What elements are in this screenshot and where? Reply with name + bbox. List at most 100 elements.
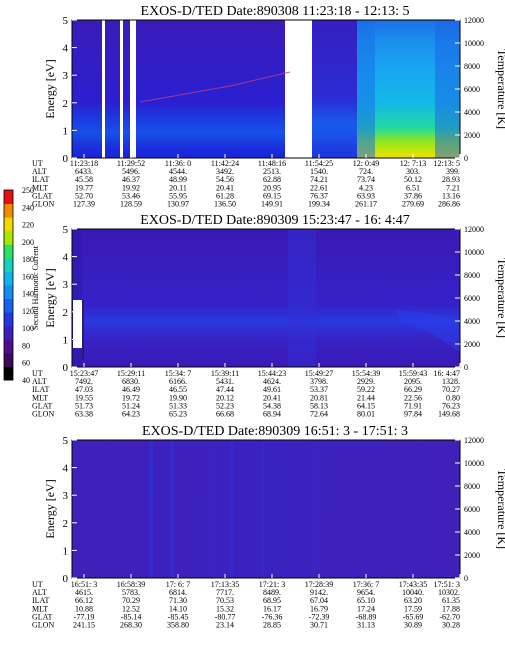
table-cell: -80.77 — [215, 612, 236, 621]
table-cell: 52.23 — [216, 401, 234, 410]
table-cell: 17:36: 7 — [353, 580, 379, 589]
table-cell: 47.44 — [216, 385, 234, 394]
table-row-label: UT — [32, 159, 43, 168]
table-cell: 20.41 — [216, 183, 234, 192]
table-row-label: ILAT — [32, 175, 49, 184]
table-cell: 16.79 — [310, 604, 328, 613]
table-cell: 63.93 — [357, 191, 375, 200]
table-cell: 136.50 — [214, 200, 236, 209]
table-cell: 4615. — [75, 588, 93, 597]
table-cell: 80.01 — [357, 410, 375, 419]
table-cell: -85.14 — [121, 612, 142, 621]
table-cell: 15.32 — [216, 604, 234, 613]
table-cell: 30.28 — [442, 621, 460, 630]
table-cell: 7492. — [75, 377, 93, 386]
colorbar-swatch — [4, 203, 13, 218]
table-cell: 6814. — [169, 588, 187, 597]
colorbar-swatch — [4, 271, 13, 286]
table-cell: 17:51: 3 — [434, 580, 460, 589]
table-cell: 97.84 — [404, 410, 422, 419]
table-cell: 1540. — [310, 167, 328, 176]
y-tick-label: 0 — [63, 153, 69, 165]
y-tick-label: 5 — [63, 435, 69, 447]
table-cell: 19.55 — [75, 393, 93, 402]
table-cell: 10040. — [402, 588, 424, 597]
colorbar-tick-label: 160 — [22, 272, 34, 281]
table-cell: 286.86 — [438, 200, 460, 209]
table-row-label: ILAT — [32, 385, 49, 394]
y2-tick-label: 2000 — [464, 551, 480, 560]
y-tick-label: 3 — [63, 490, 69, 502]
table-cell: 279.69 — [402, 200, 424, 209]
table-cell: 46.55 — [169, 385, 187, 394]
table-cell: 63.38 — [75, 410, 93, 419]
table-cell: 4.23 — [359, 183, 373, 192]
y-tick-label: 0 — [63, 573, 69, 585]
table-cell: 66.12 — [75, 596, 93, 605]
y2-tick-label: 6000 — [464, 85, 480, 94]
table-cell: 12:13: 5 — [434, 159, 460, 168]
colorbar-tick-label: 250 — [22, 186, 34, 195]
panel-2: EXOS-D/TED Date:890309 15:23:47 - 16: 4:… — [32, 213, 505, 419]
table-cell: 54.56 — [216, 175, 234, 184]
table-cell: 20.95 — [263, 183, 281, 192]
table-row-label: GLON — [32, 200, 54, 209]
table-cell: 16: 4:47 — [434, 369, 460, 378]
table-cell: 9142. — [310, 588, 328, 597]
table-cell: 358.80 — [167, 621, 189, 630]
table-row-label: MLT — [32, 183, 48, 192]
y-tick-label: 0 — [63, 362, 69, 374]
y2-tick-label: 8000 — [464, 482, 480, 491]
table-cell: 6.51 — [406, 183, 420, 192]
table-cell: 53.37 — [310, 385, 328, 394]
table-cell: 2513. — [263, 167, 281, 176]
y2-tick-label: 10000 — [464, 459, 484, 468]
table-cell: 48.99 — [169, 175, 187, 184]
y-tick-label: 1 — [63, 545, 69, 557]
table-cell: 55.95 — [169, 191, 187, 200]
table-cell: 15:23:47 — [70, 369, 98, 378]
table-cell: 15:54:39 — [352, 369, 380, 378]
table-cell: 17:28:39 — [305, 580, 333, 589]
y-tick-label: 5 — [63, 224, 69, 236]
table-cell: 13.16 — [442, 191, 460, 200]
colorbar-swatch — [4, 366, 13, 381]
table-cell: 73.74 — [357, 175, 375, 184]
table-row-label: UT — [32, 369, 43, 378]
table-row-label: GLAT — [32, 401, 53, 410]
colorbar-swatch — [4, 257, 13, 272]
table-cell: 130.97 — [167, 200, 189, 209]
y2-tick-label: 8000 — [464, 271, 480, 280]
table-cell: 19.92 — [122, 183, 140, 192]
table-cell: 17.88 — [442, 604, 460, 613]
table-cell: 7717. — [216, 588, 234, 597]
table-cell: 14.10 — [169, 604, 187, 613]
table-cell: 5431. — [216, 377, 234, 386]
table-cell: 74.21 — [310, 175, 328, 184]
table-cell: -85.45 — [168, 612, 189, 621]
y2-tick-label: 0 — [464, 363, 468, 372]
table-cell: 17: 6: 7 — [166, 580, 190, 589]
table-cell: 6433. — [75, 167, 93, 176]
y-tick-label: 5 — [63, 15, 69, 27]
table-row-label: MLT — [32, 604, 48, 613]
table-cell: 70.29 — [122, 596, 140, 605]
table-cell: 17:13:35 — [211, 580, 239, 589]
table-cell: 63.20 — [404, 596, 422, 605]
table-cell: 50.12 — [404, 175, 422, 184]
y-tick-label: 2 — [63, 307, 69, 319]
table-cell: 45.58 — [75, 175, 93, 184]
table-cell: 11:36: 0 — [165, 159, 191, 168]
colorbar: 40 60 80 100 120 140 160 180 200 220 240 250 Second… — [3, 186, 40, 385]
table-cell: 4544. — [169, 167, 187, 176]
colorbar-swatch — [4, 352, 13, 367]
colorbar-tick-label: 120 — [22, 307, 34, 316]
colorbar-swatch — [4, 285, 13, 300]
table-cell: 46.37 — [122, 175, 140, 184]
table-cell: 11:48:16 — [258, 159, 286, 168]
table-cell: 0.80 — [446, 393, 460, 402]
colorbar-swatch — [4, 244, 13, 259]
table-cell: 71.30 — [169, 596, 187, 605]
panel-3-y2label: Temperature [K] — [495, 469, 505, 549]
